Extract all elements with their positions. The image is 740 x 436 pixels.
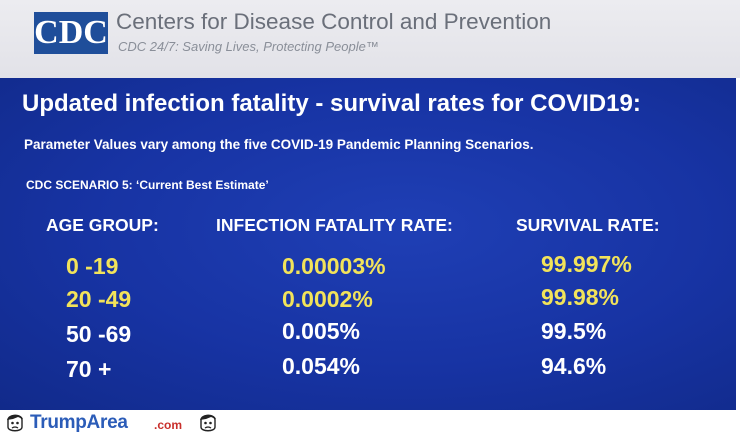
watermark-domain: .com [154,418,183,432]
age-group-header: AGE GROUP: [46,215,159,235]
tagline: CDC 24/7: Saving Lives, Protecting Peopl… [118,39,379,54]
scenario-label: CDC SCENARIO 5: ‘Current Best Estimate’ [26,178,269,192]
cartoon-face-icon [200,414,216,432]
row-age: 20 -49 [66,286,132,312]
slide-title: Updated infection fatality - survival ra… [22,90,641,117]
row-survival: 99.98% [541,284,620,310]
row-survival: 94.6% [541,353,607,379]
row-ifr: 0.00003% [282,253,386,279]
cartoon-face-icon [7,414,23,432]
row-ifr: 0.005% [282,318,361,344]
row-age: 70 + [66,356,112,382]
survival-header: SURVIVAL RATE: [516,215,660,235]
row-survival: 99.5% [541,318,607,344]
row-ifr: 0.054% [282,353,361,379]
row-ifr: 0.0002% [282,286,373,312]
row-age: 0 -19 [66,253,119,279]
row-survival: 99.997% [541,251,632,277]
row-age: 50 -69 [66,321,132,347]
watermark-bar [0,410,740,436]
cdc-logo: CDC [34,12,108,54]
org-name: Centers for Disease Control and Preventi… [116,9,552,34]
cdc-header: CDC Centers for Disease Control and Prev… [0,0,740,78]
ifr-header: INFECTION FATALITY RATE: [216,215,453,235]
slide-panel: Updated infection fatality - survival ra… [0,78,736,410]
slide-subtitle: Parameter Values vary among the five COV… [24,137,534,152]
watermark-brand: TrumpArea [30,412,128,433]
